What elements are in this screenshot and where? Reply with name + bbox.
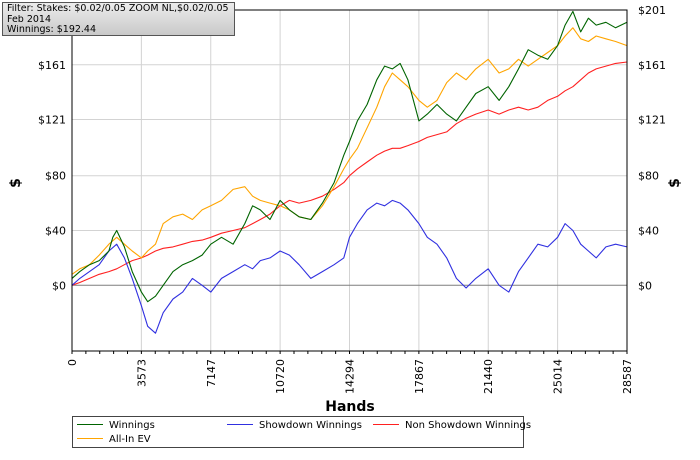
series-layer bbox=[71, 10, 628, 334]
filter-text: Filter: Stakes: $0.02/0.05 ZOOM NL,$0.02… bbox=[7, 4, 230, 14]
x-tick-label: 21440 bbox=[482, 359, 495, 394]
series-line-showdown bbox=[71, 199, 628, 334]
y-tick-label-right: $0 bbox=[638, 279, 652, 292]
y-axis-right-ticks: $0 $40 $80 $121 $161 $201 bbox=[638, 4, 666, 292]
legend-swatch-showdown bbox=[227, 423, 253, 425]
y-tick-label-right: $201 bbox=[638, 4, 666, 17]
x-tick-label: 3573 bbox=[135, 359, 148, 387]
x-axis-ticks: 0 3573 7147 10720 14294 17867 21440 25014 28587 bbox=[66, 351, 634, 394]
legend-label: Showdown Winnings bbox=[259, 420, 362, 431]
legend-swatch-non-showdown bbox=[373, 423, 399, 425]
y-tick-label-left: $0 bbox=[52, 279, 66, 292]
y-axis-left-ticks: $0 $40 $80 $121 $161 bbox=[38, 59, 66, 292]
x-tick-label: 10720 bbox=[274, 359, 287, 394]
series-line-winnings bbox=[71, 10, 628, 303]
y-axis-title-right: $ bbox=[667, 178, 683, 188]
x-tick-label: 17867 bbox=[413, 359, 426, 394]
legend-item-all-in-ev: All-In EV bbox=[77, 433, 151, 446]
series-line-all-in-ev bbox=[71, 27, 628, 275]
winnings-total-text: Winnings: $192.44 bbox=[7, 25, 97, 35]
x-tick-label: 7147 bbox=[205, 359, 218, 387]
x-tick-label: 0 bbox=[66, 359, 79, 366]
legend-label: Winnings bbox=[109, 420, 155, 431]
y-tick-label-right: $80 bbox=[638, 170, 659, 183]
legend-swatch-all-in-ev bbox=[77, 437, 103, 439]
y-axis-title-left: $ bbox=[8, 178, 24, 188]
x-tick-label: 28587 bbox=[621, 359, 634, 394]
legend-item-showdown: Showdown Winnings bbox=[227, 419, 362, 432]
y-tick-label-left: $40 bbox=[45, 224, 66, 237]
x-axis-title: Hands bbox=[325, 399, 375, 415]
grid-lines bbox=[72, 10, 627, 351]
x-tick-label: 14294 bbox=[344, 359, 357, 394]
y-tick-label-left: $80 bbox=[45, 170, 66, 183]
y-tick-label-right: $121 bbox=[638, 114, 666, 127]
series-line-non-showdown bbox=[71, 61, 628, 286]
legend-swatch-winnings bbox=[77, 423, 103, 425]
y-tick-label-left: $121 bbox=[38, 114, 66, 127]
filter-info-box: Filter: Stakes: $0.02/0.05 ZOOM NL,$0.02… bbox=[2, 2, 235, 36]
legend-item-non-showdown: Non Showdown Winnings bbox=[373, 419, 531, 432]
y-tick-label-right: $161 bbox=[638, 59, 666, 72]
legend-label: All-In EV bbox=[109, 434, 151, 445]
date-text: Feb 2014 bbox=[7, 14, 52, 25]
y-tick-label-left: $161 bbox=[38, 59, 66, 72]
legend-label: Non Showdown Winnings bbox=[405, 420, 532, 431]
x-tick-label: 25014 bbox=[552, 359, 565, 394]
y-tick-label-right: $40 bbox=[638, 224, 659, 237]
legend-item-winnings: Winnings bbox=[77, 419, 155, 432]
legend: Winnings Showdown Winnings Non Showdown … bbox=[72, 416, 531, 448]
